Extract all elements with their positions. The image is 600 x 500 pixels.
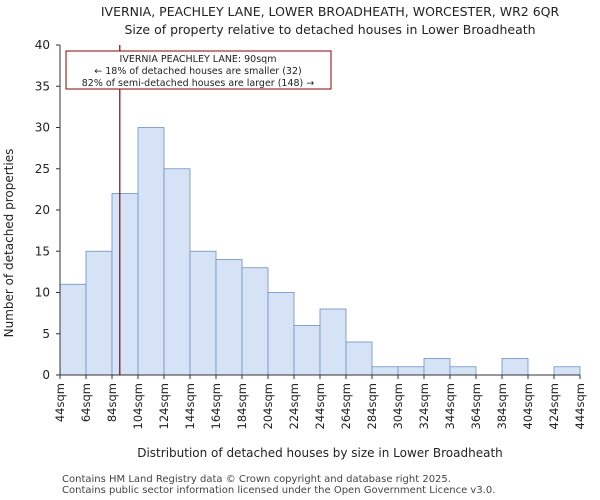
bars-layer [59, 127, 581, 376]
annotation-box: IVERNIA PEACHLEY LANE: 90sqm ← 18% of de… [65, 50, 332, 90]
histogram-bar [423, 358, 451, 376]
annotation-line-1: IVERNIA PEACHLEY LANE: 90sqm [120, 54, 277, 65]
footer-licence: Contains public sector information licen… [62, 485, 496, 496]
axes-layer: 0 5 10 15 20 25 30 35 40 44sqm 64sqm 84sqm 104sqm 124… [35, 38, 587, 429]
histogram-chart: IVERNIA, PEACHLEY LANE, LOWER BROADHEATH… [2, 4, 587, 460]
x-tick-label: 64sqm [79, 383, 93, 422]
footer-copyright: Contains HM Land Registry data © Crown c… [62, 474, 451, 485]
y-tick-label: 30 [35, 121, 50, 135]
histogram-bar [397, 366, 425, 376]
x-tick-label: 444sqm [573, 383, 587, 429]
y-tick-label: 40 [35, 38, 50, 52]
histogram-bar [163, 168, 191, 376]
histogram-bar [345, 341, 373, 376]
histogram-bar [59, 283, 87, 376]
x-tick-label: 324sqm [417, 383, 431, 429]
histogram-bar [293, 325, 321, 376]
histogram-bar [267, 292, 295, 376]
x-tick-label: 124sqm [157, 383, 171, 429]
x-tick-label: 384sqm [495, 383, 509, 429]
histogram-bar [553, 366, 581, 376]
x-tick-label: 224sqm [287, 383, 301, 429]
histogram-bar [215, 259, 243, 376]
y-tick-label: 0 [42, 368, 50, 382]
y-tick-label: 15 [35, 244, 50, 258]
y-tick-label: 25 [35, 162, 50, 176]
x-tick-label: 284sqm [365, 383, 379, 429]
y-tick-label: 20 [35, 203, 50, 217]
chart-title: IVERNIA, PEACHLEY LANE, LOWER BROADHEATH… [101, 4, 560, 19]
histogram-bar [501, 358, 529, 376]
x-tick-label: 84sqm [105, 383, 119, 422]
annotation-line-2: ← 18% of detached houses are smaller (32… [94, 66, 301, 77]
histogram-bar [449, 366, 477, 376]
chart-subtitle: Size of property relative to detached ho… [124, 22, 535, 37]
y-tick-label: 35 [35, 79, 50, 93]
x-tick-label: 404sqm [521, 383, 535, 429]
x-tick-label: 184sqm [235, 383, 249, 429]
histogram-bar [111, 193, 139, 376]
x-tick-label: 204sqm [261, 383, 275, 429]
y-tick-label: 5 [42, 327, 50, 341]
x-tick-label: 164sqm [209, 383, 223, 429]
x-tick-label: 344sqm [443, 383, 457, 429]
histogram-bar [189, 250, 217, 376]
x-tick-label: 304sqm [391, 383, 405, 429]
histogram-bar [85, 250, 113, 376]
x-tick-label: 364sqm [469, 383, 483, 429]
x-tick-label: 144sqm [183, 383, 197, 429]
x-tick-label: 44sqm [53, 383, 67, 422]
histogram-bar [371, 366, 399, 376]
x-tick-label: 424sqm [547, 383, 561, 429]
annotation-frame [65, 50, 332, 90]
histogram-bar [241, 267, 269, 376]
x-tick-label: 104sqm [131, 383, 145, 429]
y-tick-label: 10 [35, 286, 50, 300]
x-axis-label: Distribution of detached houses by size … [137, 446, 503, 460]
annotation-line-3: 82% of semi-detached houses are larger (… [82, 78, 315, 89]
x-tick-label: 264sqm [339, 383, 353, 429]
histogram-bar [137, 127, 165, 376]
y-axis-label: Number of detached properties [2, 149, 16, 338]
histogram-bar [319, 308, 347, 376]
x-tick-label: 244sqm [313, 383, 327, 429]
